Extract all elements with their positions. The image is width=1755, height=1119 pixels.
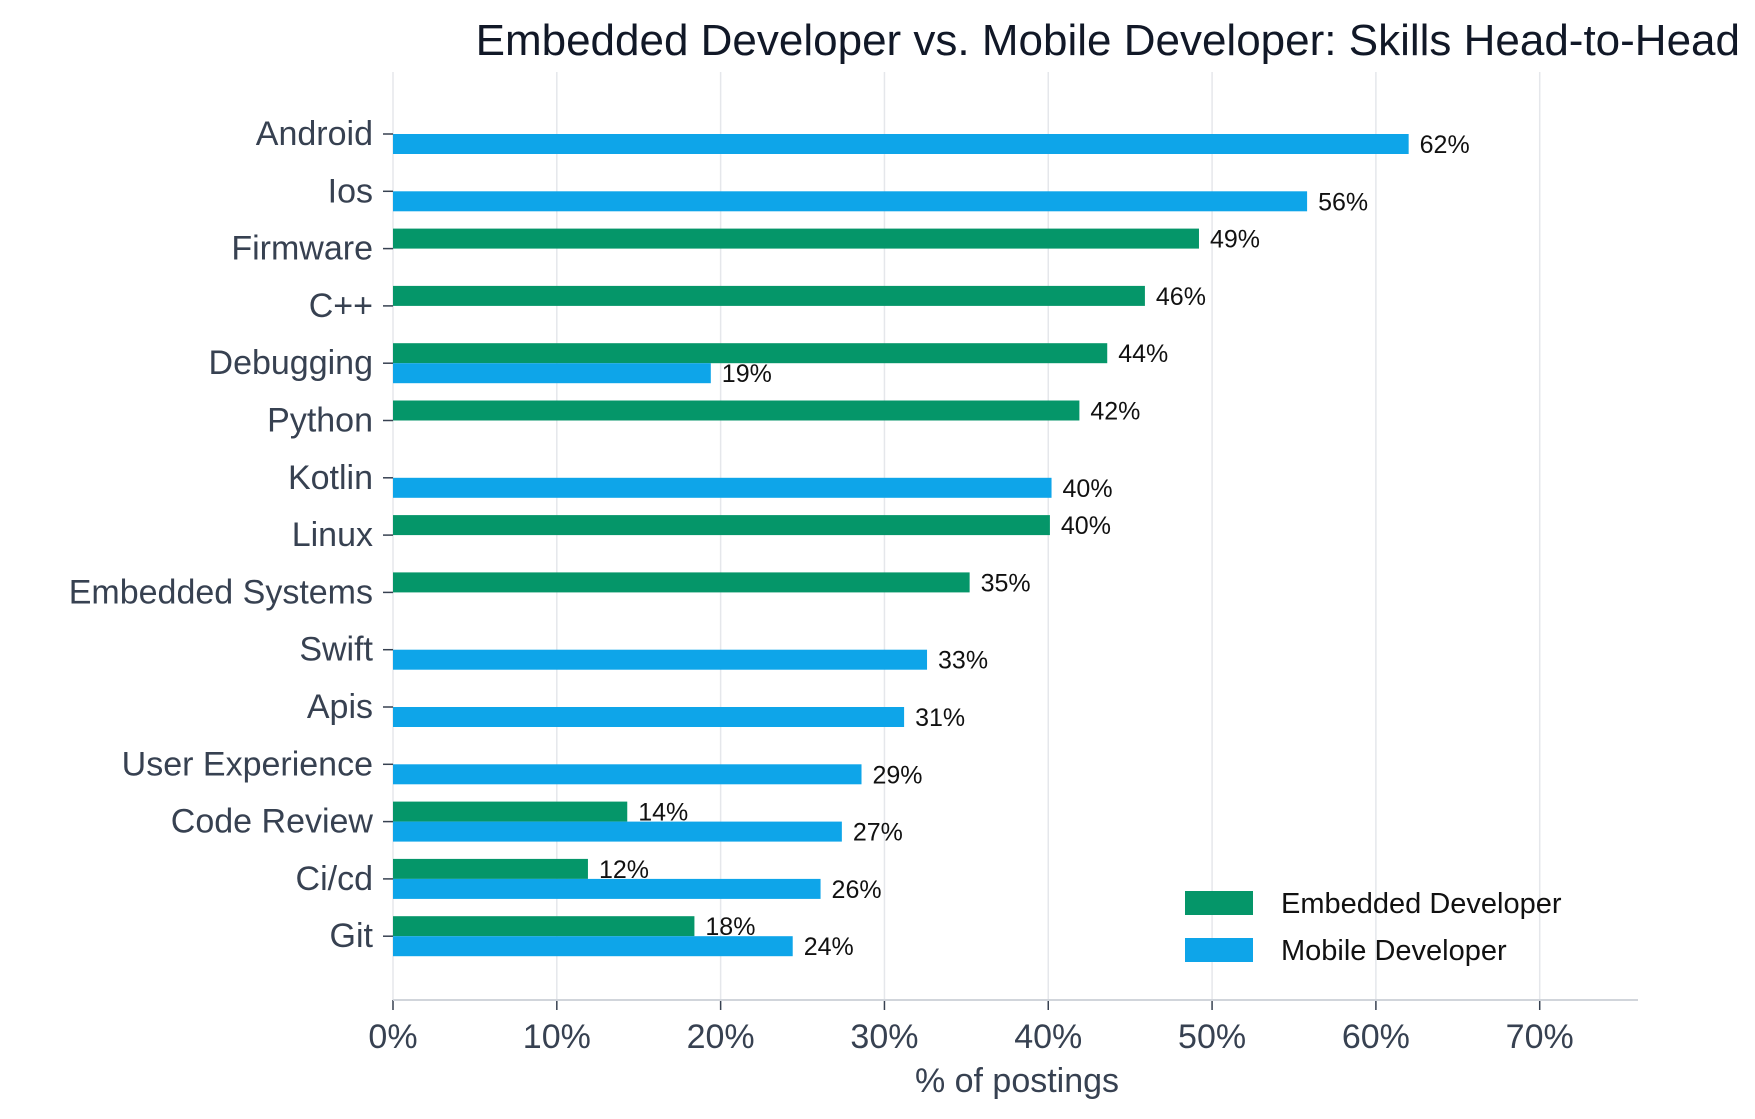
data-label: 26% — [832, 876, 882, 904]
category-label: Debugging — [209, 344, 373, 382]
category-label: Ios — [328, 172, 373, 210]
category-label: Embedded Systems — [69, 573, 373, 611]
data-label: 29% — [873, 761, 923, 789]
bar-mobile — [393, 134, 1409, 154]
bar-mobile — [393, 878, 821, 899]
category-label: Android — [256, 115, 373, 153]
bar-mobile — [393, 936, 793, 957]
data-label: 24% — [804, 933, 854, 961]
x-tick-label: 60% — [1342, 1018, 1410, 1056]
data-label: 14% — [638, 799, 688, 827]
data-label: 42% — [1090, 398, 1140, 426]
category-label: C++ — [309, 287, 373, 325]
bar-mobile — [393, 363, 711, 384]
x-tick-label: 10% — [523, 1018, 591, 1056]
category-label: Git — [330, 917, 374, 955]
x-tick-label: 50% — [1178, 1018, 1246, 1056]
x-tick-label: 70% — [1506, 1018, 1574, 1056]
data-label: 40% — [1061, 512, 1111, 540]
bar-embedded — [393, 400, 1080, 421]
data-label: 46% — [1156, 283, 1206, 311]
bar-embedded — [393, 228, 1199, 249]
x-axis-title: % of postings — [915, 1062, 1119, 1100]
bar-embedded — [393, 858, 588, 879]
bar-embedded — [393, 801, 628, 822]
chart-title: Embedded Developer vs. Mobile Developer:… — [476, 16, 1740, 65]
bar-mobile — [393, 821, 842, 842]
x-tick-label: 20% — [687, 1018, 755, 1056]
data-label: 40% — [1063, 475, 1113, 503]
data-label: 62% — [1420, 131, 1470, 159]
bar-embedded — [393, 343, 1108, 364]
x-tick-label: 40% — [1014, 1018, 1082, 1056]
legend: Embedded Developer Mobile Developer — [1185, 888, 1562, 967]
legend-label: Mobile Developer — [1281, 935, 1507, 967]
category-label: Apis — [307, 688, 373, 726]
bar-mobile — [393, 764, 862, 785]
category-label: Swift — [299, 631, 373, 669]
bar-embedded — [393, 515, 1050, 536]
x-tick-label: 0% — [368, 1018, 417, 1056]
data-label: 12% — [599, 856, 649, 884]
legend-swatch — [1185, 891, 1253, 915]
legend-label: Embedded Developer — [1281, 888, 1562, 920]
data-label: 18% — [705, 913, 755, 941]
data-label: 44% — [1118, 340, 1168, 368]
bars — [393, 134, 1409, 957]
bar-embedded — [393, 572, 970, 593]
category-label: Kotlin — [288, 459, 373, 497]
category-label: Firmware — [231, 230, 373, 268]
category-label: Python — [267, 402, 373, 440]
bar-embedded — [393, 285, 1145, 306]
data-label: 33% — [938, 647, 988, 675]
data-label: 49% — [1210, 226, 1260, 254]
category-label: Linux — [292, 516, 373, 554]
grid — [392, 72, 1541, 1000]
value-labels: 62% 56% 49% 46% 44% 19% 42% 40% 40% 35% 33% 31% 29% 1… — [599, 131, 1470, 961]
x-axis: 0% 10% 20% 30% 40% 50% 60% 70% — [368, 999, 1638, 1056]
bar-mobile — [393, 191, 1308, 212]
bar-mobile — [393, 707, 905, 727]
y-axis: Android Ios Firmware C++ Debugging Python Kotl… — [69, 115, 393, 955]
bar-embedded — [393, 916, 695, 937]
data-label: 27% — [853, 819, 903, 847]
data-label: 35% — [981, 569, 1031, 597]
data-label: 56% — [1318, 188, 1368, 216]
category-label: User Experience — [122, 745, 373, 783]
legend-swatch — [1185, 938, 1253, 962]
bar-mobile — [393, 649, 928, 670]
bar-mobile — [393, 477, 1052, 498]
x-tick-label: 30% — [850, 1018, 918, 1056]
category-label: Code Review — [171, 803, 374, 841]
data-label: 19% — [722, 360, 772, 388]
data-label: 31% — [915, 704, 965, 732]
category-label: Ci/cd — [296, 860, 373, 898]
